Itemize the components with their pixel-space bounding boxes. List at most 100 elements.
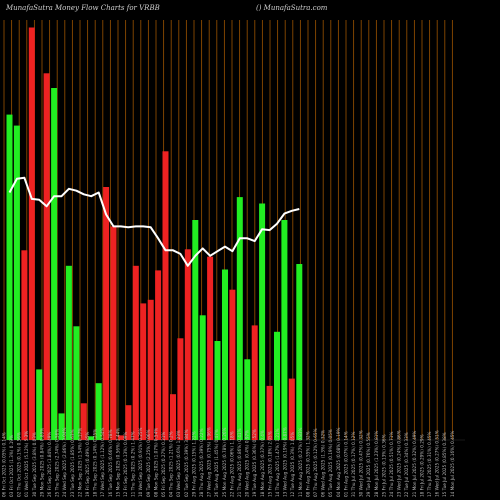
bar-red	[251, 325, 258, 440]
bar-red	[177, 338, 184, 441]
x-tick-label: 06 Wed Aug 2025 (1.3%) 0.32%	[321, 430, 326, 497]
x-tick-label: 26 Fri Sep 2025 (1.84%) 0.49%	[47, 432, 52, 497]
x-tick-label: 01 Wed Oct 2025 (5.12%) 5.3%	[24, 431, 29, 497]
x-tick-label: 24 Thu Jul 2025 (0.51%) 0.71%	[389, 432, 394, 497]
x-tick-label: 22 Fri Aug 2025 (0.06%) 1.18%	[229, 431, 234, 497]
bar-green	[236, 197, 243, 440]
x-tick-label: 27 Wed Aug 2025 (0.75%) 1.96%	[207, 427, 212, 497]
x-tick-label: 15 Tue Jul 2025 (0.85%) 0.38%	[442, 432, 447, 497]
x-tick-label: 05 Tue Aug 2025 (0.19%) 0.05%	[328, 429, 333, 497]
bar-red	[43, 73, 50, 441]
bar-green	[222, 269, 228, 440]
x-tick-label: 31 Thu Jul 2025 (0.17%) 0.12%	[351, 432, 356, 497]
x-tick-label: 30 Wed Jul 2025 (0.47%) 0.32%	[359, 430, 364, 497]
x-tick-label: 19 Tue Aug 2025 (0.36%) 0.52%	[252, 429, 257, 497]
bar-red	[110, 226, 117, 440]
bars	[6, 27, 303, 441]
x-tick-label: 26 Tue Aug 2025 (1.45%) 0.47%	[214, 429, 219, 497]
x-tick-label: 18 Thu Sep 2025 (0.14%) 0.25%	[93, 429, 98, 497]
x-tick-label: 11 Thu Sep 2025 (0.2%) 1.47%	[131, 431, 136, 497]
bar-green	[274, 331, 280, 440]
bar-red	[80, 403, 87, 440]
x-tick-label: 17 Wed Sep 2025 (1.12%) 0.54%	[100, 427, 105, 497]
x-tick-label: 29 Tue Jul 2025 (0.76%) 0.55%	[366, 432, 371, 497]
x-tick-label: 23 Tue Sep 2025 (1.85%) 0.63%	[70, 429, 75, 497]
x-tick-label: 12 Tue Aug 2025 (0.3%) 1.05%	[290, 432, 295, 497]
x-tick-label: 13 Wed Aug 2025 (0.19%) 0.87%	[283, 427, 288, 497]
bar-red	[184, 249, 191, 440]
x-tick-label: 12 Fri Sep 2025 (0.13%) 0.09%	[123, 432, 128, 497]
x-tick-label: 08 Mon Sep 2025 (1.07%) 0.54%	[153, 428, 158, 497]
x-tick-label: 07 Thu Aug 2025 (0.12%) 0.65%	[313, 428, 318, 497]
x-tick-label: 30 Tue Sep 2025 (3.8%) 0.03%	[32, 432, 37, 497]
bar-green	[296, 264, 303, 440]
bar-green	[199, 315, 206, 440]
x-tick-label: 25 Thu Sep 2025 (2.74%) 0.56%	[55, 429, 60, 497]
bar-green	[281, 220, 288, 440]
x-tick-label: 29 Fri Aug 2025 (0.15%) 1.22%	[191, 431, 196, 497]
bar-green	[73, 326, 80, 440]
bar-red	[21, 250, 28, 441]
bar-red	[117, 435, 124, 440]
x-tick-label: 25 Fri Jul 2025 (0.13%) 0.36%	[381, 434, 386, 497]
x-tick-label: 10 Wed Sep 2025 (0.91%) 0.25%	[138, 427, 143, 497]
bar-red	[170, 394, 176, 440]
x-tick-label: 23 Wed Jul 2025 (0.24%) 0.86%	[397, 430, 402, 497]
x-tick-label: 06 Fri Oct 2025 (0.05%) 0.14%	[1, 432, 6, 497]
x-tick-label: 14 Thu Aug 2025 (1.47%) 1.21%	[275, 428, 280, 497]
x-tick-label: 01 Fri Aug 2025 (0.07%) 0.14%	[343, 431, 348, 497]
bar-green	[58, 413, 65, 440]
x-tick-label: 04 Mon Aug 2025 (0.08%) 0.19%	[336, 427, 341, 497]
bar-red	[229, 289, 236, 440]
x-tick-label: 28 Thu Aug 2025 (0.39%) 0.22%	[199, 428, 204, 497]
bar-red	[266, 385, 273, 440]
money-flow-line	[8, 176, 300, 267]
bar-green	[51, 88, 58, 440]
bar-red	[207, 256, 214, 440]
x-tick-label: 02 Thu Oct 2025 (0.1%) 0.56%	[17, 432, 22, 497]
x-tick-label: 20 Wed Aug 2025 (0.4%) 0.97%	[245, 430, 250, 497]
x-tick-label: 29 Mon Sep 2025 (0.84%) 0.89%	[39, 428, 44, 497]
x-tick-label: 08 Fri Aug 2025 (0.55%) 1.32%	[305, 431, 310, 497]
bar-green	[13, 125, 20, 440]
bar-red	[162, 151, 169, 441]
x-tick-label: 17 Thu Jul 2025 (0.31%) 0.45%	[427, 432, 432, 497]
x-tick-label: 15 Fri Aug 2025 (0.18%) 2.05%	[267, 431, 272, 497]
bar-red	[155, 270, 162, 440]
bar-green	[192, 220, 199, 440]
bar-red	[28, 27, 35, 440]
x-tick-label: 28 Mon Jul 2025 (1.23%) 0.81%	[374, 431, 379, 497]
bar-red	[132, 265, 139, 440]
x-tick-label: 25 Mon Aug 2025 (0.78%) 0.26%	[222, 427, 227, 497]
x-tick-label: 03 Wed Sep 2025 (0.6%) 1.23%	[176, 430, 181, 497]
bar-red	[147, 299, 154, 441]
x-tick-label: 03 Fri Oct 2025 (1.3%) 0.19%	[9, 435, 14, 497]
bar-green	[244, 359, 251, 440]
x-tick-label: 21 Mon Jul 2025 (0.32%) 0.49%	[412, 431, 417, 497]
x-tick-label: 18 Mon Aug 2025 (0.37%) 0.4%	[260, 430, 265, 497]
money-flow-line-layer	[8, 176, 300, 267]
x-tick-label: 21 Thu Aug 2025 (0.86%) 0.41%	[237, 428, 242, 497]
x-tick-label: 16 Tue Sep 2025 (0.66%) 0.78%	[108, 429, 113, 497]
bar-green	[6, 114, 13, 440]
chart-title: MunafaSutra Money Flow Charts for VRBB	[5, 4, 160, 12]
bar-red	[288, 378, 295, 440]
x-tick-label: 18 Fri Jul 2025 (0.29%) 0.29%	[419, 434, 424, 497]
bar-red	[125, 405, 132, 440]
x-tick-label: 14 Mon Jul 2025 (0.16%) 0.45%	[450, 431, 455, 497]
x-tick-labels: 06 Fri Oct 2025 (0.05%) 0.14% 03 Fri Oct …	[1, 427, 454, 497]
x-tick-label: 11 Mon Aug 2025 (0.27%) 0.83%	[298, 427, 303, 497]
x-tick-label: 24 Wed Sep 2025 (2.86%) 3.04%	[62, 427, 67, 497]
x-tick-label: 15 Mon Sep 2025 (0.56%) 2.44%	[115, 428, 120, 497]
bar-green	[65, 265, 72, 440]
x-tick-label: 22 Mon Sep 2025 (1.54%) 0.17%	[77, 428, 82, 497]
bar-green	[214, 341, 221, 440]
watermark: () MunafaSutra.com	[256, 4, 328, 12]
bar-red	[140, 303, 147, 440]
bar-green	[95, 383, 102, 440]
x-tick-label: 05 Fri Sep 2025 (0.27%) 0.21%	[161, 432, 166, 497]
x-tick-label: 04 Thu Sep 2025 (1.21%) 0.2%	[169, 431, 174, 497]
bar-green	[88, 436, 95, 440]
x-tick-label: 02 Tue Sep 2025 (0.39%) 3.84%	[184, 429, 189, 497]
